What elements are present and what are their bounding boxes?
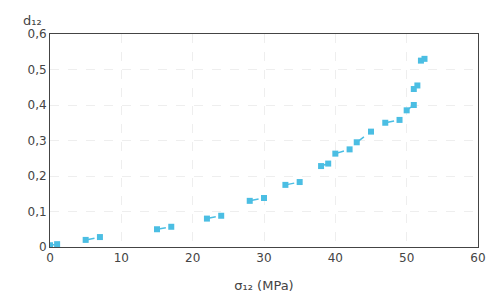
svg-text:σ₁₂ (MPa): σ₁₂ (MPa) [234,278,293,293]
svg-text:0: 0 [39,240,47,254]
svg-text:d₁₂: d₁₂ [23,13,42,28]
svg-text:0,2: 0,2 [28,169,47,183]
svg-text:0,6: 0,6 [28,27,47,41]
svg-text:10: 10 [114,251,129,265]
svg-text:20: 20 [185,251,200,265]
svg-text:0,5: 0,5 [28,63,47,77]
svg-text:0,3: 0,3 [28,134,47,148]
svg-text:60: 60 [470,251,485,265]
svg-text:30: 30 [256,251,271,265]
svg-text:40: 40 [328,251,343,265]
svg-text:0,4: 0,4 [28,98,47,112]
svg-text:0: 0 [46,251,54,265]
svg-text:50: 50 [399,251,414,265]
svg-text:0,1: 0,1 [28,205,47,219]
